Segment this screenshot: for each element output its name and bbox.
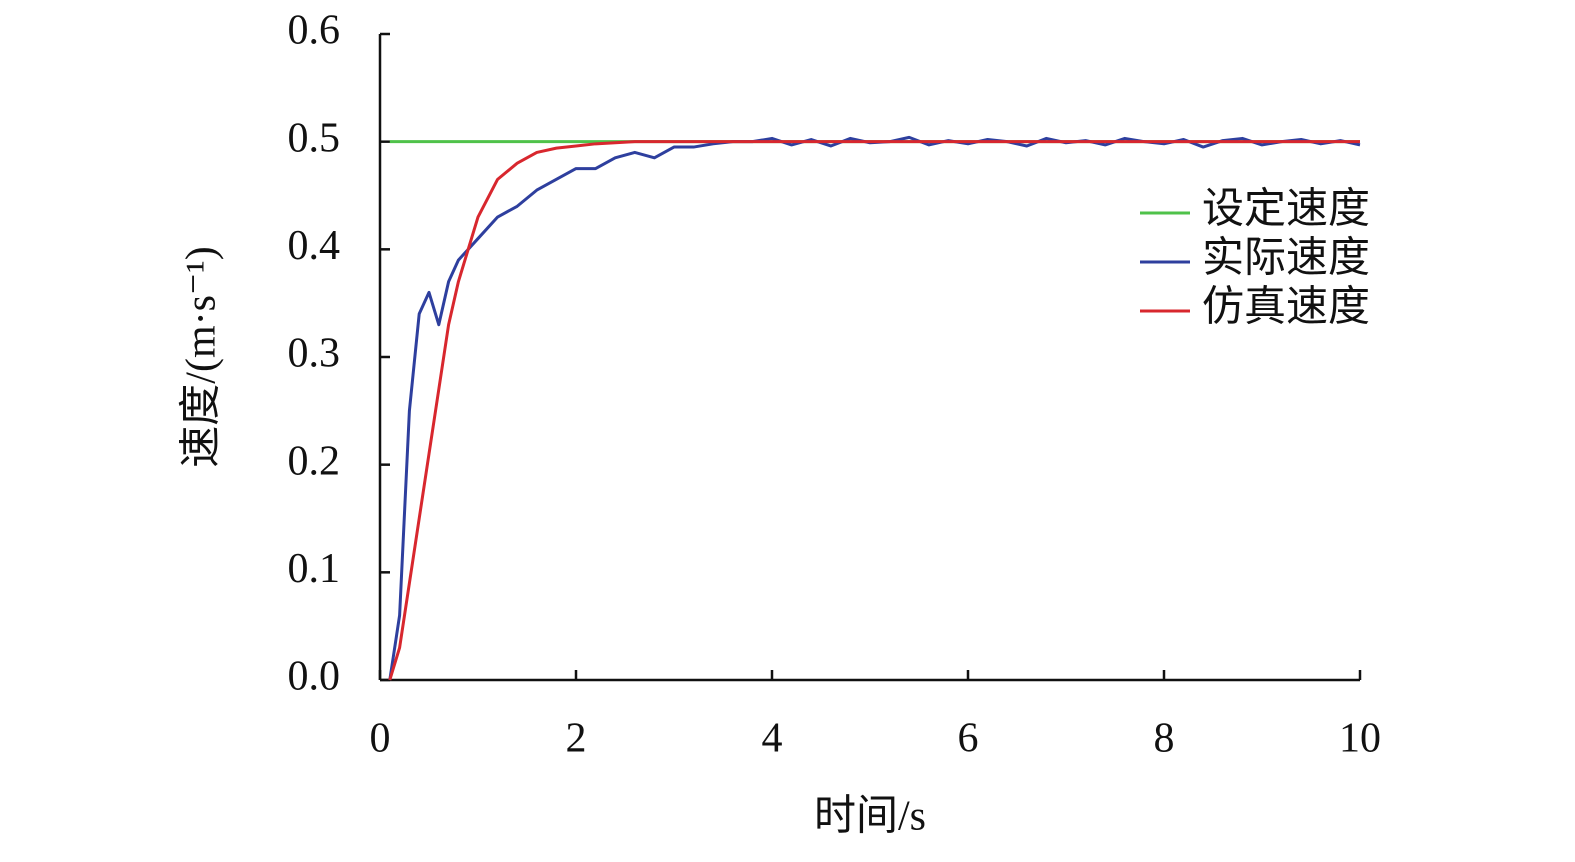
x-tick-label: 6 bbox=[958, 716, 979, 762]
x-tick-label: 0 bbox=[370, 716, 391, 762]
x-axis-label: 时间/s bbox=[814, 794, 926, 840]
y-tick-label: 0.1 bbox=[288, 546, 341, 592]
y-axis-label: 速度/(m·s⁻¹) bbox=[179, 246, 225, 467]
y-tick-label: 0.4 bbox=[288, 223, 341, 269]
y-tick-label: 0.6 bbox=[288, 8, 341, 54]
y-tick-label: 0.5 bbox=[288, 115, 341, 161]
y-tick-label: 0.3 bbox=[288, 331, 341, 377]
x-tick-label: 10 bbox=[1339, 716, 1381, 762]
line-series bbox=[388, 135, 1361, 681]
x-tick-label: 2 bbox=[566, 716, 587, 762]
legend-label: 实际速度 bbox=[1202, 235, 1370, 282]
line-series bbox=[388, 140, 1360, 681]
legend-label: 仿真速度 bbox=[1202, 285, 1370, 331]
legend-label: 设定速度 bbox=[1202, 186, 1370, 233]
y-tick-label: 0.0 bbox=[288, 654, 341, 700]
x-tick-label: 4 bbox=[762, 716, 783, 762]
y-tick-label: 0.2 bbox=[288, 438, 341, 484]
x-tick-label: 8 bbox=[1154, 716, 1175, 762]
